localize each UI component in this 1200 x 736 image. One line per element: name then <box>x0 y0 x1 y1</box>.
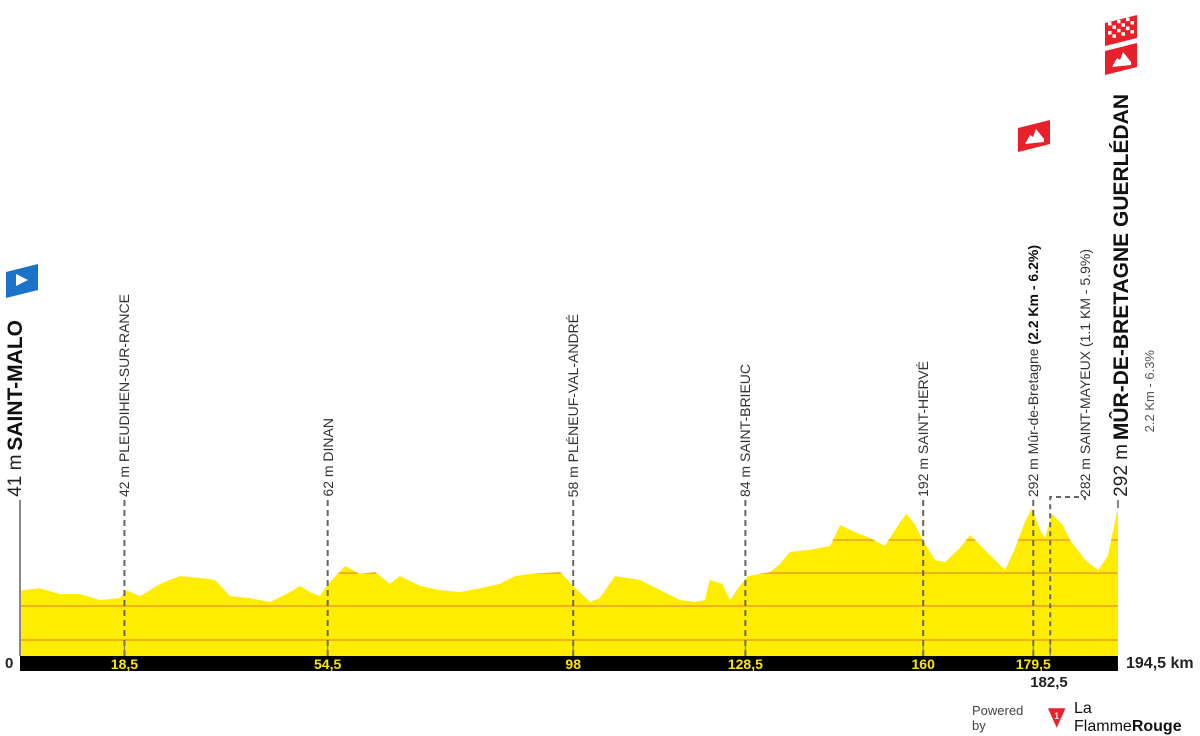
place-label: 84 m SAINT-BRIEUC <box>737 364 753 497</box>
km-label-text: 18,5 <box>110 656 139 672</box>
brand-bold: Rouge <box>1131 718 1182 735</box>
place-marker-line <box>1049 496 1086 656</box>
finish-name: MÛR-DE-BRETAGNE GUERLÉDAN <box>1109 94 1133 441</box>
spacer <box>737 462 753 466</box>
spacer <box>565 462 581 466</box>
spacer <box>1025 344 1041 348</box>
place-label: 58 m PLÉNEUF-VAL-ANDRÉ <box>565 314 581 497</box>
km-label: 54,5 <box>314 656 341 672</box>
finish-checkered-flag-icon <box>1105 15 1137 46</box>
checkered-square <box>1130 21 1134 25</box>
checkered-square <box>1121 23 1125 27</box>
brand-regular: La Flamme <box>1074 700 1132 735</box>
distance-axis-bar <box>20 656 1118 671</box>
km-label-text: 0 <box>5 655 14 672</box>
km-label: 128,5 <box>728 656 763 672</box>
finish-label: 292 m MÛR-DE-BRETAGNE GUERLÉDAN <box>1110 94 1133 497</box>
place-name: DINAN <box>319 418 336 462</box>
place-name: SAINT-BRIEUC <box>737 363 754 462</box>
place-name: PLEUDIHEN-SUR-RANCE <box>116 293 133 462</box>
place-elevation: 58 m <box>565 465 582 497</box>
finish-climb-text: 2.2 Km - 6.3% <box>1142 349 1157 432</box>
km-label-text: 54,5 <box>314 656 342 672</box>
flamme-rouge-logo-icon: 1 <box>1047 708 1066 728</box>
start-name: SAINT-MALO <box>4 320 27 451</box>
km-label: 182,5 <box>1030 674 1068 691</box>
km-label: 18,5 <box>111 656 138 672</box>
km-label: 160 <box>912 656 935 672</box>
place-label: 292 m Mûr-de-Bretagne (2.2 Km - 6.2%) <box>1025 245 1041 497</box>
checkered-square <box>1112 25 1116 29</box>
place-name: Mûr-de-Bretagne <box>1025 348 1042 455</box>
spacer <box>915 454 931 458</box>
km-label: 98 <box>565 656 581 672</box>
start-label: 41 m SAINT-MALO <box>4 320 27 497</box>
checkered-square <box>1117 19 1121 24</box>
place-elevation: 62 m <box>319 465 336 497</box>
start-play-icon <box>16 274 28 286</box>
place-name: SAINT-HERVÉ <box>915 361 932 455</box>
checkered-square <box>1126 26 1130 31</box>
start-elevation: 41 m <box>5 454 26 497</box>
place-name: PLÉNEUF-VAL-ANDRÉ <box>565 313 582 462</box>
spacer <box>8 451 24 455</box>
place-name: SAINT-MAYEUX (1.1 KM - 5.9%) <box>1077 249 1093 455</box>
finish-elevation: 292 m <box>1110 444 1132 497</box>
checkered-square <box>1108 22 1112 26</box>
brand-name: La FlammeRouge <box>1074 700 1200 736</box>
spacer <box>320 462 336 466</box>
km-label: 194,5 km <box>1126 655 1194 673</box>
km-label-text: 128,5 <box>727 656 763 672</box>
elevation-profile-area <box>20 507 1118 656</box>
finish-mountain-icon-peak <box>1112 52 1131 67</box>
place-label: 62 m DINAN <box>320 418 336 497</box>
place-elevation: 42 m <box>116 465 133 497</box>
checkered-square <box>1130 30 1134 34</box>
spacer <box>1025 454 1041 458</box>
climb-mountain-icon-peak <box>1025 129 1044 144</box>
powered-by-text: Powered by <box>972 703 1024 733</box>
powered-by: Powered by 1 La FlammeRouge <box>972 700 1200 736</box>
climb-info: (2.2 Km - 6.2%) <box>1025 244 1042 345</box>
spacer <box>1114 440 1130 444</box>
checkered-square <box>1108 31 1112 35</box>
place-elevation: 192 m <box>915 458 932 497</box>
checkered-square <box>1117 28 1121 33</box>
place-label: 192 m SAINT-HERVÉ <box>915 361 931 497</box>
checkered-square <box>1126 17 1130 22</box>
spacer <box>1077 454 1093 458</box>
finish-climb-info: 2.2 Km - 6.3% <box>1142 350 1157 432</box>
km-label-text: 179,5 <box>1015 656 1051 672</box>
place-label: 42 m PLEUDIHEN-SUR-RANCE <box>116 294 132 497</box>
km-label: 0 <box>5 655 13 672</box>
svg-text:1: 1 <box>1054 711 1059 721</box>
km-label: 179,5 <box>1016 656 1051 672</box>
checkered-square <box>1112 34 1116 38</box>
km-label-text: 160 <box>911 656 935 672</box>
km-label-text: 182,5 <box>1030 674 1068 691</box>
km-label-text: 194,5 km <box>1126 655 1194 672</box>
km-label-text: 98 <box>565 656 581 672</box>
place-label: 282 m SAINT-MAYEUX (1.1 KM - 5.9%) <box>1077 249 1093 497</box>
place-elevation: 292 m <box>1025 458 1042 497</box>
checkered-square <box>1121 32 1125 36</box>
place-elevation: 282 m <box>1077 458 1093 497</box>
spacer <box>116 462 132 466</box>
place-elevation: 84 m <box>737 465 754 497</box>
